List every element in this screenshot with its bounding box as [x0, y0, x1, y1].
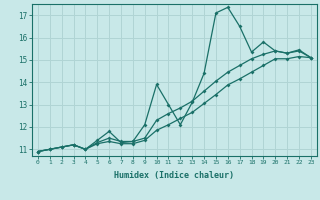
X-axis label: Humidex (Indice chaleur): Humidex (Indice chaleur)	[115, 171, 234, 180]
